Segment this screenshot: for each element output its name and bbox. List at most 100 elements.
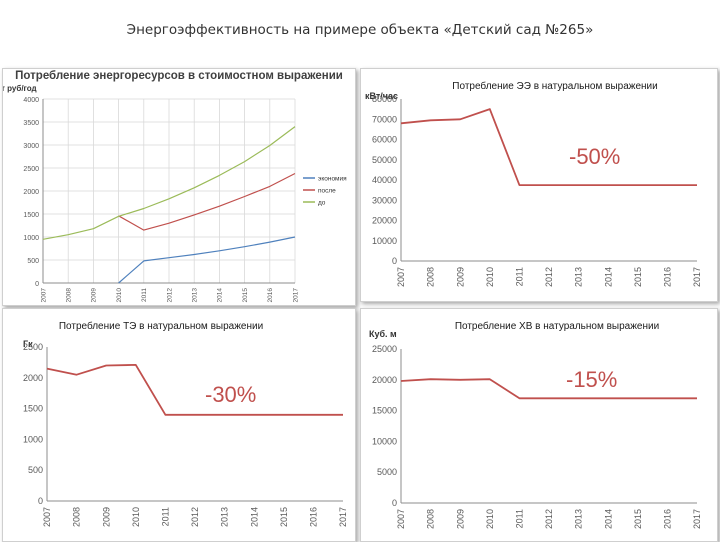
- x-tick-label: 2014: [603, 267, 613, 287]
- x-tick-label: 2014: [603, 509, 613, 529]
- series-line-экономия: [118, 236, 296, 284]
- y-tick-label: 3000: [23, 143, 39, 150]
- y-tick-label: 20000: [372, 375, 397, 385]
- x-tick-label: 2010: [131, 507, 141, 527]
- series-line-до: [42, 126, 296, 240]
- x-tick-label: 2009: [101, 507, 111, 527]
- legend-entry: до: [318, 200, 326, 207]
- x-tick-label: 2017: [692, 509, 702, 529]
- y-tick-label: 30000: [372, 195, 397, 205]
- series-line-series-1: [400, 378, 697, 400]
- y-axis-label: т руб/год: [3, 84, 37, 93]
- chart-3-svg: Потребление ТЭ в натуральном выражении Гк…: [23, 320, 348, 527]
- chart-title: Потребление энергоресурсов в стоимостном…: [15, 70, 343, 82]
- y-tick-label: 1500: [23, 404, 43, 414]
- x-tick-label: 2009: [91, 288, 98, 303]
- chart-2-svg: Потребление ЭЭ в натуральном выражении кВ…: [365, 80, 702, 287]
- y-tick-label: 1000: [23, 235, 39, 242]
- reduction-annotation: -50%: [569, 144, 620, 169]
- x-tick-label: 2017: [692, 267, 702, 287]
- y-tick-label: 2000: [23, 373, 43, 383]
- y-tick-label: 0: [392, 256, 397, 266]
- x-tick-label: 2008: [72, 507, 82, 527]
- legend-entry: после: [318, 188, 336, 195]
- y-axis-label: кВт/час: [365, 91, 398, 101]
- chart-title: Потребление ТЭ в натуральном выражении: [59, 320, 263, 332]
- slide-title: Энергоэффективность на примере объекта «…: [126, 22, 594, 38]
- x-tick-label: 2011: [515, 509, 525, 528]
- x-tick-label: 2012: [166, 288, 173, 303]
- x-tick-label: 2013: [574, 267, 584, 287]
- electricity-chart-panel: Потребление ЭЭ в натуральном выражении кВ…: [360, 68, 718, 302]
- x-tick-label: 2012: [544, 267, 554, 287]
- series-line-после: [118, 172, 296, 231]
- y-tick-label: 5000: [377, 467, 397, 477]
- x-tick-label: 2013: [191, 288, 198, 303]
- y-tick-label: 70000: [372, 114, 397, 124]
- y-tick-label: 60000: [372, 135, 397, 145]
- y-tick-label: 20000: [372, 216, 397, 226]
- cost-chart-panel: Потребление энергоресурсов в стоимостном…: [2, 68, 356, 306]
- x-tick-label: 2011: [515, 267, 525, 286]
- x-tick-label: 2017: [292, 288, 299, 303]
- x-tick-label: 2009: [455, 267, 465, 287]
- x-tick-label: 2007: [42, 507, 52, 527]
- y-tick-label: 50000: [372, 155, 397, 165]
- y-tick-label: 2500: [23, 342, 43, 352]
- chart-4-svg: Потребление ХВ в натуральном выражении Ку…: [369, 320, 702, 529]
- chart-title: Потребление ЭЭ в натуральном выражении: [452, 80, 657, 92]
- x-tick-label: 2007: [396, 509, 406, 529]
- x-tick-label: 2008: [426, 509, 436, 529]
- heat-chart-panel: Потребление ТЭ в натуральном выражении Гк…: [2, 308, 356, 542]
- y-tick-label: 1500: [23, 212, 39, 219]
- chart-title: Потребление ХВ в натуральном выражении: [455, 320, 659, 332]
- y-tick-label: 500: [28, 465, 43, 475]
- x-tick-label: 2008: [426, 267, 436, 287]
- x-tick-label: 2015: [633, 509, 643, 529]
- x-tick-label: 2017: [338, 507, 348, 527]
- reduction-annotation: -30%: [205, 382, 256, 407]
- x-tick-label: 2013: [574, 509, 584, 529]
- x-tick-label: 2010: [485, 267, 495, 287]
- x-tick-label: 2015: [279, 507, 289, 527]
- x-tick-label: 2010: [485, 509, 495, 529]
- x-tick-label: 2007: [396, 267, 406, 287]
- x-tick-label: 2007: [40, 288, 47, 303]
- y-tick-label: 4000: [23, 97, 39, 104]
- x-tick-label: 2014: [249, 507, 259, 527]
- x-tick-label: 2011: [161, 507, 171, 526]
- x-tick-label: 2008: [65, 288, 72, 303]
- x-tick-label: 2011: [141, 288, 148, 302]
- y-tick-label: 80000: [372, 94, 397, 104]
- x-tick-label: 2015: [242, 288, 249, 303]
- x-tick-label: 2016: [309, 507, 319, 527]
- y-tick-label: 15000: [372, 406, 397, 416]
- legend-entry: экономия: [318, 176, 347, 183]
- x-tick-label: 2015: [633, 267, 643, 287]
- reduction-annotation: -15%: [566, 367, 617, 392]
- y-tick-label: 2500: [23, 166, 39, 173]
- x-tick-label: 2009: [455, 509, 465, 529]
- series-line-series-1: [400, 108, 697, 186]
- water-chart-panel: Потребление ХВ в натуральном выражении Ку…: [360, 308, 718, 542]
- x-tick-label: 2014: [217, 288, 224, 303]
- x-tick-label: 2012: [544, 509, 554, 529]
- y-tick-label: 3500: [23, 120, 39, 127]
- chart-1-svg: Потребление энергоресурсов в стоимостном…: [3, 70, 347, 303]
- y-tick-label: 40000: [372, 175, 397, 185]
- y-tick-label: 0: [35, 281, 39, 288]
- series-line-series-1: [46, 364, 343, 416]
- y-axis-label: Куб. м: [369, 329, 397, 339]
- y-tick-label: 1000: [23, 434, 43, 444]
- y-tick-label: 10000: [372, 236, 397, 246]
- y-axis-label: Гк: [23, 339, 33, 349]
- x-tick-label: 2010: [116, 288, 123, 303]
- x-tick-label: 2016: [267, 288, 274, 303]
- y-tick-label: 0: [392, 498, 397, 508]
- x-tick-label: 2013: [220, 507, 230, 527]
- y-tick-label: 500: [27, 258, 39, 265]
- x-tick-label: 2012: [190, 507, 200, 527]
- y-tick-label: 10000: [372, 436, 397, 446]
- x-tick-label: 2016: [663, 267, 673, 287]
- y-tick-label: 0: [38, 496, 43, 506]
